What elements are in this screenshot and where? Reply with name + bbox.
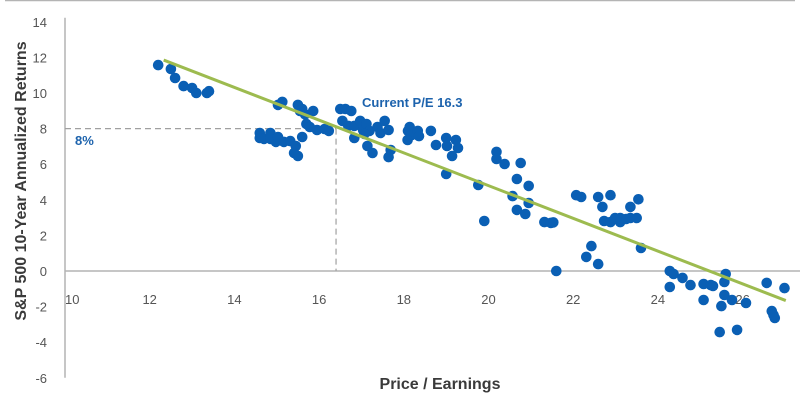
data-point [165,63,177,75]
y-tick-label: 8 [40,122,47,137]
data-point [592,191,604,203]
data-point [191,87,202,99]
current-pe-annotation: Current P/E 16.3 [362,95,462,110]
data-point [425,125,437,137]
y-tick-label: 4 [40,193,47,208]
y-tick-label: -4 [35,335,47,350]
data-point [511,173,523,185]
data-point [375,127,386,139]
data-point [383,124,394,136]
data-point [430,139,442,151]
data-point [716,300,727,312]
y-tick-label: 12 [33,50,47,65]
data-point [499,158,510,170]
data-point [523,180,534,192]
data-point [605,189,616,201]
data-point [446,150,458,162]
data-point [719,289,730,301]
trend-line [163,58,787,302]
x-tick-label: 22 [566,292,580,307]
data-point [491,153,502,165]
data-point [731,324,743,336]
data-point [404,121,416,133]
data-point [633,194,644,205]
x-tick-label: 12 [142,292,156,307]
x-tick-label: 24 [651,292,665,307]
data-point [668,268,679,280]
data-point [726,294,738,306]
data-point [515,157,526,169]
data-point [586,240,597,252]
y-axis-ticks: 14 12 10 8 6 4 2 0 -2 -4 -6 [33,15,47,386]
x-tick-label: 20 [481,292,495,307]
data-point [323,125,335,137]
y-tick-label: -2 [35,300,47,315]
x-tick-label: 16 [312,292,326,307]
y-tick-label: 10 [33,86,47,101]
data-point [707,280,719,292]
data-point [698,294,709,306]
data-point [203,85,215,97]
data-point [768,309,779,321]
x-tick-label: 10 [65,292,79,307]
data-point [292,150,304,162]
y-tick-label: 14 [33,15,47,30]
data-point [685,279,696,291]
data-point [631,212,642,224]
data-point [169,72,181,84]
data-point [520,208,531,220]
data-point [440,132,452,144]
data-point [367,147,378,159]
data-point [441,140,453,152]
data-point [511,204,523,216]
x-tick-label: 14 [227,292,241,307]
y-tick-label: 0 [40,264,47,279]
data-point [548,217,559,228]
data-point [761,277,772,289]
data-point [450,134,462,146]
x-tick-label: 18 [397,292,411,307]
eight-percent-annotation: 8% [75,133,94,148]
data-point [551,265,562,277]
data-point [402,134,413,146]
data-point [581,251,592,263]
data-point [664,281,676,293]
data-point [152,59,164,71]
x-axis-ticks: 101214161820222426 [65,292,750,307]
data-point [452,142,464,154]
data-point [779,282,790,294]
data-point [677,272,688,284]
data-point [307,105,319,117]
data-point [592,258,604,270]
data-point [379,115,391,127]
y-axis-title: S&P 500 10-Year Annualized Returns [13,41,30,320]
data-point [479,215,490,227]
data-point [714,326,725,338]
data-point [296,131,308,143]
data-points [152,59,790,338]
data-point [346,105,357,117]
y-tick-label: 2 [40,228,47,243]
data-point [597,201,608,213]
data-point [178,80,189,92]
data-point [625,201,636,213]
y-tick-label: 6 [40,157,47,172]
data-point [413,130,425,142]
y-tick-label: -6 [35,371,47,386]
data-point [740,297,752,309]
x-axis-title: Price / Earnings [380,376,501,393]
data-point [575,191,587,203]
